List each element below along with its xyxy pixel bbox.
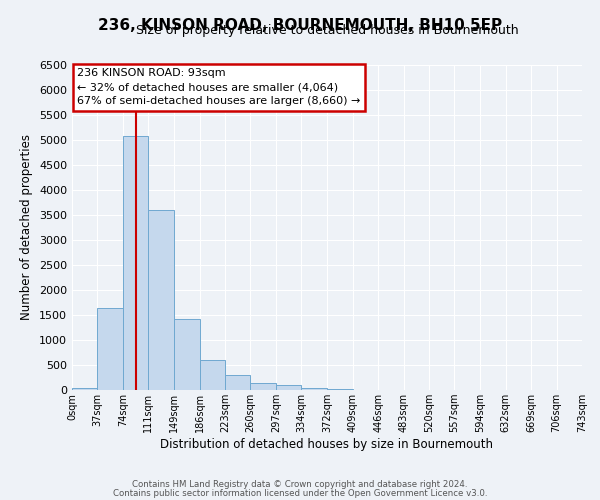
Bar [276,385,301,390]
Text: Contains public sector information licensed under the Open Government Licence v3: Contains public sector information licen… [113,488,487,498]
Y-axis label: Number of detached properties: Number of detached properties [20,134,34,320]
Text: 236 KINSON ROAD: 93sqm
← 32% of detached houses are smaller (4,064)
67% of semi-: 236 KINSON ROAD: 93sqm ← 32% of detached… [77,68,361,106]
Text: Contains HM Land Registry data © Crown copyright and database right 2024.: Contains HM Land Registry data © Crown c… [132,480,468,489]
Bar [328,388,353,390]
Bar [148,210,174,390]
Bar [225,375,250,390]
Bar [123,136,148,390]
Bar [250,382,276,390]
Title: Size of property relative to detached houses in Bournemouth: Size of property relative to detached ho… [136,24,518,38]
Bar [72,388,97,390]
Bar [301,388,328,390]
Bar [97,308,123,390]
Text: 236, KINSON ROAD, BOURNEMOUTH, BH10 5EP: 236, KINSON ROAD, BOURNEMOUTH, BH10 5EP [98,18,502,32]
Bar [200,360,225,390]
X-axis label: Distribution of detached houses by size in Bournemouth: Distribution of detached houses by size … [161,438,493,451]
Bar [174,319,200,390]
